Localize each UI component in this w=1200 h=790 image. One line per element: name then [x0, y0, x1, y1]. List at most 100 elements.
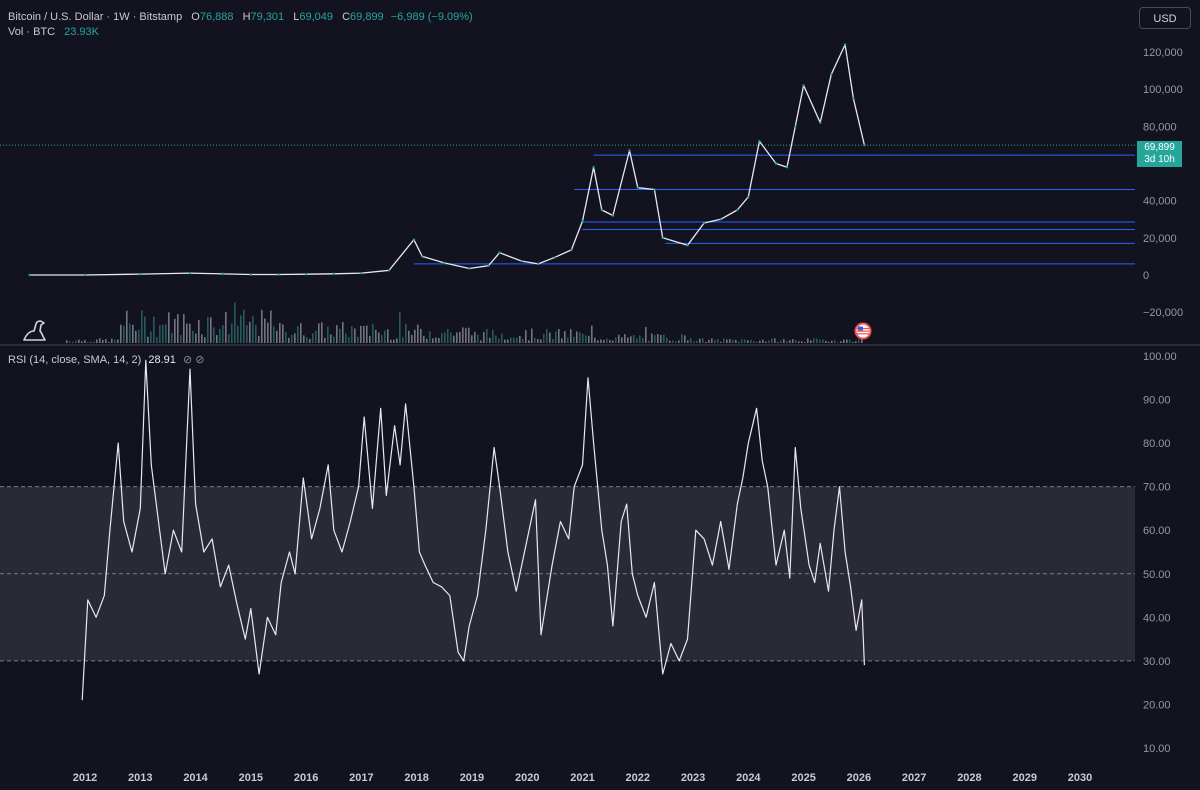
volume-bar	[720, 341, 722, 343]
rsi-line	[81, 359, 865, 701]
volume-bar	[474, 331, 476, 343]
volume-bar	[183, 314, 185, 343]
price-tick-label: 80,000	[1143, 121, 1177, 133]
volume-bar	[477, 334, 479, 343]
volume-bar	[252, 316, 254, 343]
volume-bar	[156, 337, 158, 343]
volume-bar	[480, 340, 482, 343]
price-tick-label: 100,000	[1143, 84, 1183, 96]
volume-bar	[753, 341, 755, 343]
volume-bar	[564, 331, 566, 343]
price-point	[802, 84, 805, 87]
volume-bar	[345, 333, 347, 343]
pane-divider[interactable]	[0, 344, 1200, 346]
year-label: 2018	[404, 772, 428, 784]
us-flag-icon[interactable]	[854, 322, 872, 340]
volume-bar	[735, 339, 737, 343]
volume-bar	[765, 341, 767, 343]
price-point	[420, 255, 424, 258]
dinosaur-icon[interactable]	[22, 318, 48, 342]
volume-bar	[648, 340, 650, 343]
volume-bar	[318, 323, 320, 343]
price-point	[785, 166, 789, 169]
volume-bar	[72, 341, 74, 343]
volume-bar	[612, 340, 614, 343]
volume-bar	[111, 338, 113, 343]
rsi-tick-label: 40.00	[1143, 612, 1171, 624]
volume-bar	[585, 335, 587, 343]
volume-bar	[249, 321, 251, 343]
close-label: C	[342, 11, 351, 23]
volume-bar	[195, 333, 197, 343]
volume-bar	[135, 330, 137, 343]
volume-bar	[306, 337, 308, 343]
rsi-tick-label: 50.00	[1143, 569, 1171, 581]
volume-bar	[264, 318, 266, 343]
price-point	[188, 271, 192, 275]
volume-bar	[456, 332, 458, 343]
volume-bar	[189, 323, 191, 343]
price-point	[702, 221, 706, 225]
volume-bar	[465, 328, 467, 343]
price-point	[277, 273, 280, 276]
eye-off-icon[interactable]: ⊘ ⊘	[182, 354, 205, 366]
volume-bar	[624, 334, 626, 343]
volume-bar	[801, 341, 803, 343]
volume-bar	[573, 336, 575, 343]
volume-bar	[216, 335, 218, 343]
price-point	[360, 271, 363, 275]
volume-label[interactable]: Vol · BTC	[8, 26, 56, 38]
volume-bar	[681, 334, 683, 343]
price-point	[592, 166, 595, 169]
symbol-title[interactable]: Bitcoin / U.S. Dollar · 1W · Bitstamp	[8, 11, 183, 23]
volume-bar	[636, 338, 638, 343]
volume-bar	[141, 310, 143, 343]
volume-bar	[438, 337, 440, 343]
volume-bar	[693, 341, 695, 343]
horizontal-levels[interactable]	[0, 144, 1135, 265]
volume-bar	[222, 325, 224, 343]
volume-bar	[633, 335, 635, 343]
volume-bar	[777, 342, 779, 343]
volume-bar	[297, 326, 299, 343]
volume-bar	[99, 338, 101, 343]
rsi-tick-label: 80.00	[1143, 438, 1171, 450]
price-tick-label: 120,000	[1143, 47, 1183, 59]
volume-bar	[702, 338, 704, 343]
volume-bar	[672, 340, 674, 343]
price-point	[570, 248, 573, 252]
volume-bar	[486, 329, 488, 343]
volume-bar	[234, 302, 236, 343]
volume-bar	[69, 341, 71, 343]
rsi-tick-label: 20.00	[1143, 699, 1171, 711]
volume-bar	[792, 339, 794, 343]
volume-bar	[258, 335, 260, 343]
volume-bar	[369, 335, 371, 343]
volume-bar	[558, 328, 560, 343]
year-label: 2030	[1068, 772, 1092, 784]
price-point	[863, 143, 866, 147]
volume-bar	[246, 325, 248, 343]
time-axis[interactable]: 2012 2013 2014 2015 2016 2017 2018 2019 2020 2021…	[73, 772, 1092, 784]
high-label: H	[242, 11, 251, 23]
currency-button[interactable]: USD	[1139, 7, 1191, 29]
volume-bar	[747, 340, 749, 343]
volume-bar	[228, 334, 230, 343]
volume-bar	[591, 325, 593, 343]
volume-bar	[333, 336, 335, 343]
price-point	[818, 121, 822, 124]
last-price-tag: 69,899 3d 10h	[1137, 141, 1182, 167]
rsi-label[interactable]: RSI (14, close, SMA, 14, 2)	[8, 354, 142, 366]
volume-bar	[225, 312, 227, 343]
volume-bar	[705, 341, 707, 343]
volume-bar	[159, 325, 161, 343]
volume-bar	[243, 309, 245, 343]
volume-bar	[273, 326, 275, 343]
volume-bar	[726, 339, 728, 343]
volume-bar	[471, 335, 473, 343]
open-label: O	[191, 11, 200, 23]
volume-bar	[783, 339, 785, 343]
volume-bar	[798, 341, 800, 343]
volume-bar	[432, 338, 434, 343]
